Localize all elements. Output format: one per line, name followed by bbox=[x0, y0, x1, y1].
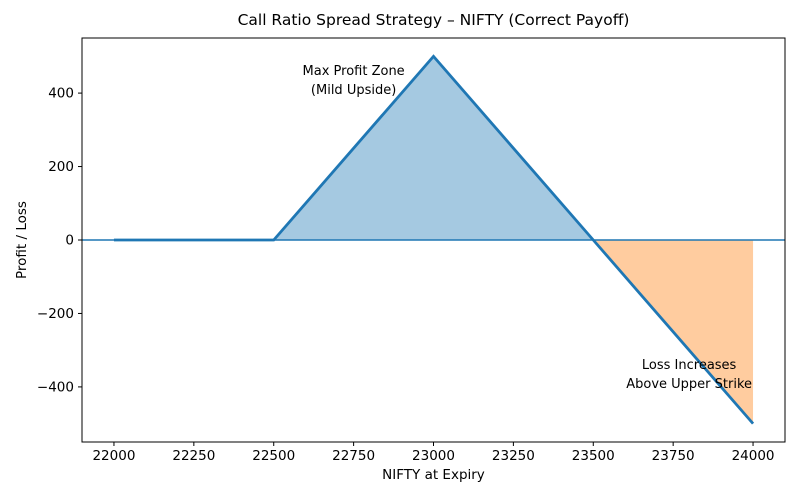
y-axis-label: Profit / Loss bbox=[14, 201, 30, 279]
chart-title: Call Ratio Spread Strategy – NIFTY (Corr… bbox=[237, 11, 630, 29]
y-tick-label: 400 bbox=[48, 86, 74, 102]
annotation-line: (Mild Upside) bbox=[310, 83, 397, 99]
annotation-max-profit-zone: Max Profit Zone (Mild Upside) bbox=[303, 63, 405, 101]
annotation-line: Above Upper Strike bbox=[626, 376, 753, 392]
x-tick-label: 22000 bbox=[92, 448, 135, 464]
y-tick-label: 0 bbox=[65, 233, 74, 249]
annotation-loss-zone: Loss Increases Above Upper Strike bbox=[626, 357, 752, 395]
fill-max-profit-zone bbox=[273, 56, 594, 241]
y-tick-label: −400 bbox=[37, 379, 74, 395]
annotation-line: Loss Increases bbox=[641, 358, 737, 374]
y-tick-label: −200 bbox=[37, 306, 74, 322]
x-tick-label: 22500 bbox=[252, 448, 295, 464]
x-tick-label: 22750 bbox=[332, 448, 375, 464]
x-tick-label: 22250 bbox=[172, 448, 215, 464]
y-tick-label: 200 bbox=[48, 159, 74, 175]
x-axis-label: NIFTY at Expiry bbox=[382, 467, 485, 483]
x-tick-label: 24000 bbox=[732, 448, 775, 464]
x-tick-label: 23000 bbox=[412, 448, 455, 464]
x-tick-label: 23250 bbox=[492, 448, 535, 464]
annotation-line: Max Profit Zone bbox=[302, 64, 405, 80]
payoff-line bbox=[113, 54, 755, 425]
x-tick-label: 23500 bbox=[572, 448, 615, 464]
x-tick-label: 23750 bbox=[652, 448, 695, 464]
